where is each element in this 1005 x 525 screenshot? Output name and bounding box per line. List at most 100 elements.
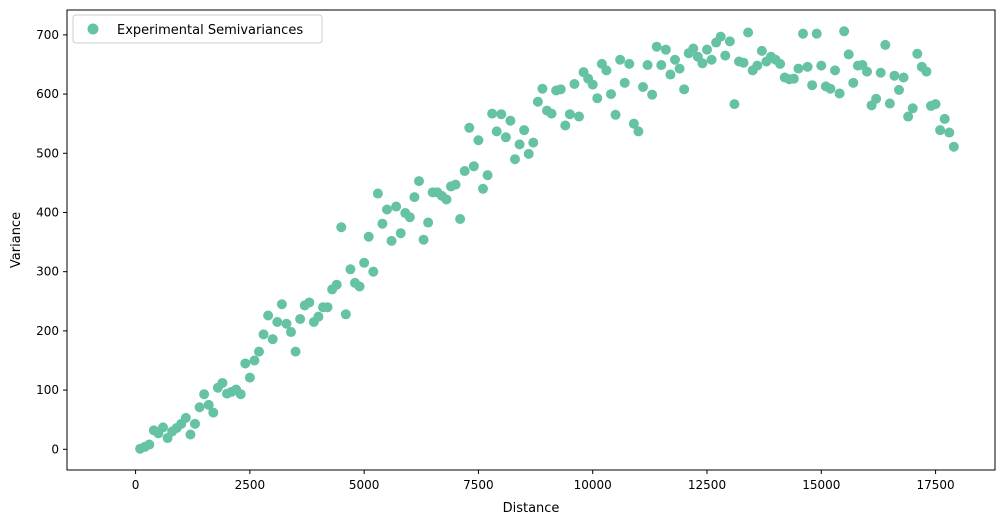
data-point (802, 61, 813, 72)
legend-marker (87, 23, 99, 35)
data-point (880, 39, 891, 50)
data-point (359, 257, 370, 268)
data-point (807, 80, 818, 91)
data-point (660, 44, 671, 55)
data-point (752, 60, 763, 71)
data-point (441, 194, 452, 205)
data-point (523, 148, 534, 159)
data-point (409, 192, 420, 203)
data-point (487, 108, 498, 119)
plot-area (67, 10, 995, 470)
x-tick-label: 15000 (802, 478, 840, 492)
x-tick-label: 17500 (916, 478, 954, 492)
data-point (642, 60, 653, 71)
data-point (647, 89, 658, 100)
data-point (871, 93, 882, 104)
data-point (336, 222, 347, 233)
data-point (619, 77, 630, 88)
data-point (862, 66, 872, 77)
data-point (313, 311, 324, 322)
data-point (606, 89, 616, 100)
data-point (244, 372, 255, 383)
x-tick-label: 0 (132, 478, 140, 492)
data-point (702, 44, 712, 55)
data-point (939, 113, 950, 124)
data-point (574, 111, 584, 122)
data-point (254, 346, 264, 357)
data-point (455, 213, 466, 224)
data-point (848, 77, 859, 88)
data-point (290, 346, 301, 357)
data-point (363, 231, 374, 242)
data-point (532, 96, 543, 107)
data-point (720, 50, 731, 61)
data-point (706, 54, 717, 65)
data-point (788, 73, 799, 84)
data-point (628, 118, 639, 129)
plot-frame (66, 9, 996, 471)
legend-box (72, 14, 323, 44)
data-point (555, 84, 566, 95)
data-point (459, 166, 470, 177)
data-point (729, 99, 740, 110)
y-tick-label: 400 (36, 205, 59, 219)
data-point (322, 302, 333, 313)
data-point (743, 27, 754, 38)
data-point (235, 389, 246, 400)
data-point (185, 429, 196, 440)
data-point (638, 81, 648, 92)
data-point (372, 188, 383, 199)
data-point (158, 422, 168, 433)
data-point (834, 88, 845, 99)
data-point (793, 63, 804, 74)
data-point (510, 154, 520, 165)
data-point (935, 125, 946, 136)
data-point (340, 309, 351, 320)
data-point (665, 69, 676, 80)
data-point (775, 58, 786, 69)
y-axis-ticks: 0 100 200 300 400 500 600 700 (36, 28, 67, 456)
x-tick-label: 10000 (574, 478, 612, 492)
data-point (382, 204, 392, 215)
data-point (715, 31, 726, 42)
data-point (249, 355, 260, 366)
data-point (592, 93, 603, 104)
data-point (724, 36, 735, 47)
data-point (679, 84, 690, 95)
data-point (482, 170, 493, 181)
data-point (839, 26, 850, 37)
x-tick-label: 12500 (688, 478, 726, 492)
x-tick-label: 5000 (349, 478, 380, 492)
legend-label: Experimental Semivariances (117, 23, 303, 38)
data-point (391, 201, 402, 212)
data-point (697, 58, 708, 69)
data-point (798, 28, 808, 39)
x-axis-ticks: 0 2500 5000 7500 10000 12500 15000 17500 (132, 470, 955, 492)
data-point (464, 122, 475, 133)
data-point (217, 377, 228, 388)
data-point (295, 314, 306, 325)
scatter-points (135, 26, 959, 454)
data-point (884, 98, 895, 109)
data-point (491, 126, 502, 137)
data-point (921, 66, 932, 77)
data-point (546, 108, 557, 119)
data-point (190, 418, 200, 429)
y-tick-label: 700 (36, 28, 59, 42)
data-point (903, 111, 914, 122)
data-point (304, 297, 315, 308)
data-point (354, 281, 365, 292)
data-point (560, 120, 571, 131)
x-axis-label: Distance (503, 501, 560, 516)
data-point (948, 141, 959, 152)
data-point (423, 217, 434, 228)
data-point (738, 57, 749, 68)
data-point (601, 65, 612, 76)
y-axis-label: Variance (9, 212, 24, 268)
data-point (875, 67, 886, 78)
data-point (208, 407, 219, 418)
data-point (203, 399, 214, 410)
data-point (656, 60, 667, 71)
data-point (505, 115, 516, 126)
